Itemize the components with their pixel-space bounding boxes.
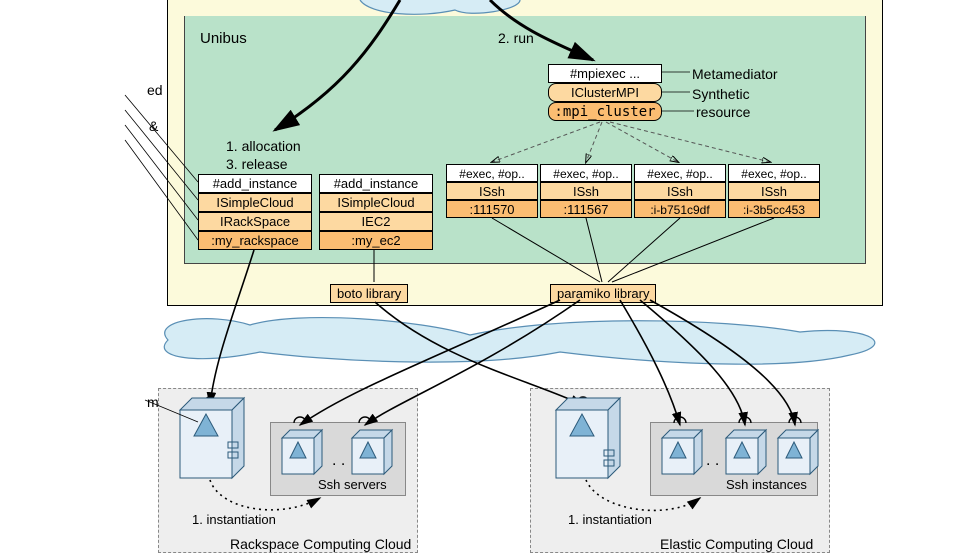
mpi-header: #mpiexec ... <box>548 64 662 83</box>
stack1-r2: IRackSpace <box>198 212 312 231</box>
stack1-r1: ISimpleCloud <box>198 193 312 212</box>
ssh2-h: #exec, #op.. <box>540 164 632 182</box>
ssh1-r: ISsh <box>446 182 538 200</box>
boto-lib: boto library <box>330 284 408 303</box>
ssh3-id: :i-b751c9df <box>634 200 726 218</box>
rackws-box: Rack WS <box>188 440 228 472</box>
ssh3-h: #exec, #op.. <box>634 164 726 182</box>
release-label: 3. release <box>226 156 287 172</box>
ssh1-h: #exec, #op.. <box>446 164 538 182</box>
amp-fragment: & <box>149 118 158 134</box>
stack2-header: #add_instance <box>319 174 433 193</box>
alloc-label: 1. allocation <box>226 138 301 154</box>
aws-label: AWS <box>572 451 599 465</box>
elastic-cloud-label: Elastic Computing Cloud <box>660 536 813 552</box>
ed-fragment: ed <box>147 82 163 98</box>
stack1-r3: :my_rackspace <box>198 231 312 250</box>
stack1-header: #add_instance <box>198 174 312 193</box>
ssh-servers-label: Ssh servers <box>318 477 387 492</box>
instantiation2-label: 1. instantiation <box>568 512 652 527</box>
unibus-label: Unibus <box>200 30 247 47</box>
mpi-r1: IClusterMPI <box>548 83 662 102</box>
rackws-l2: WS <box>198 457 217 471</box>
resource-label: resource <box>696 104 750 120</box>
run-label: 2. run <box>498 30 534 46</box>
stack2-r3: :my_ec2 <box>319 231 433 250</box>
ssh3-r: ISsh <box>634 182 726 200</box>
rackws-l1: Rack <box>194 442 221 456</box>
paramiko-lib: paramiko library <box>550 284 656 303</box>
mpi-r2: :mpi_cluster <box>548 102 662 121</box>
aws-box: AWS <box>565 448 605 468</box>
network-label: Network <box>268 335 319 351</box>
ssh-instances-label: Ssh instances <box>726 477 807 492</box>
ssh2-id: :111567 <box>540 200 632 218</box>
instantiation1-label: 1. instantiation <box>192 512 276 527</box>
ssh4-h: #exec, #op.. <box>728 164 820 182</box>
ssh2-r: ISsh <box>540 182 632 200</box>
ssh1-id: :111570 <box>446 200 538 218</box>
stack2-r2: IEC2 <box>319 212 433 231</box>
ssh4-id: :i-3b5cc453 <box>728 200 820 218</box>
stack2-r1: ISimpleCloud <box>319 193 433 212</box>
rackspace-cloud-label: Rackspace Computing Cloud <box>230 536 411 552</box>
metamediator-label: Metamediator <box>692 66 778 82</box>
synthetic-label: Synthetic <box>692 86 750 102</box>
ssh4-r: ISsh <box>728 182 820 200</box>
